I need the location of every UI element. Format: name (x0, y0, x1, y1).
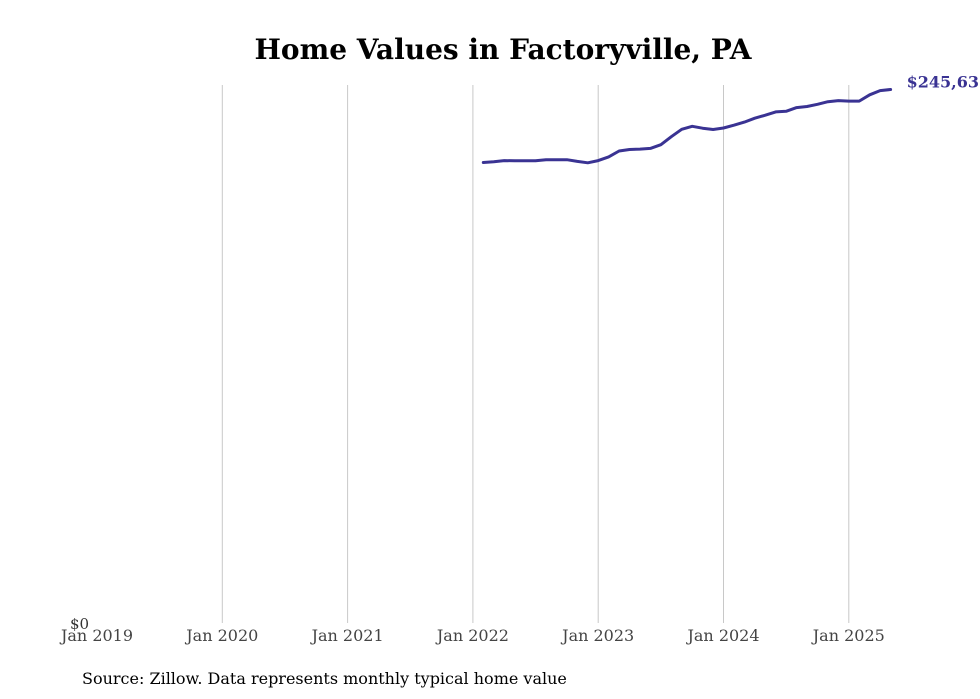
y-axis-zero-label: $0 (70, 615, 89, 633)
source-note: Source: Zillow. Data represents monthly … (82, 669, 567, 688)
latest-value-label: $245,636 (907, 73, 980, 92)
x-axis-tick-labels: Jan 2019 Jan 2020 Jan 2021 Jan 2022 Jan 2023… (59, 626, 885, 645)
x-tick-label: Jan 2022 (435, 626, 509, 645)
x-tick-label: Jan 2020 (184, 626, 258, 645)
chart-title: Home Values in Factoryville, PA (254, 33, 752, 66)
x-tick-label: Jan 2023 (560, 626, 634, 645)
x-tick-label: Jan 2019 (59, 626, 133, 645)
vertical-grid-lines (221, 85, 850, 623)
x-tick-label: Jan 2021 (310, 626, 384, 645)
x-tick-label: Jan 2024 (685, 626, 759, 645)
home-value-series-line (481, 88, 893, 165)
x-tick-label: Jan 2025 (811, 626, 885, 645)
